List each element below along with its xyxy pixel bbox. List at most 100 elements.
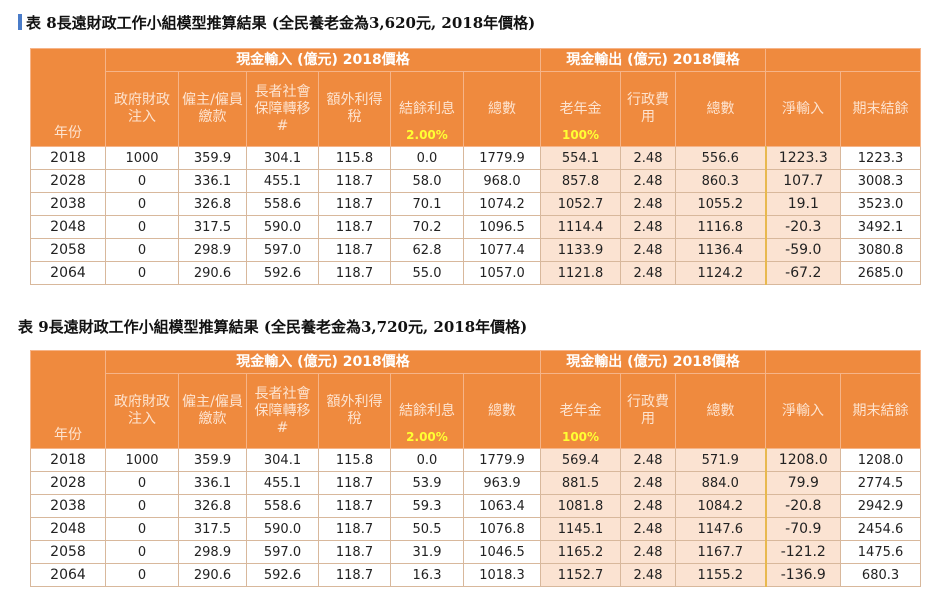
column-header: 年份 <box>30 350 106 449</box>
column-header: 總數 <box>462 71 542 147</box>
table-cell: 118.7 <box>318 563 391 587</box>
table-cell: 2028 <box>30 471 106 495</box>
table-cell: 2.48 <box>620 238 677 262</box>
table-cell: 1046.5 <box>462 540 542 564</box>
table-cell: 1779.9 <box>462 448 542 472</box>
table-cell: 290.6 <box>178 563 247 587</box>
column-label: 總數 <box>706 402 735 419</box>
table-cell: 590.0 <box>246 517 319 541</box>
table-cell: 1152.7 <box>540 563 622 587</box>
data-row: 2018 1000 359.9 304.1 115.8 0.0 1779.9 554.1 2.4… <box>30 146 922 170</box>
table-cell: 2.48 <box>620 517 677 541</box>
data-row: 2058 0 298.9 597.0 118.7 62.8 1077.4 1133.9 2.48… <box>30 238 922 262</box>
table-cell: 1779.9 <box>462 146 542 170</box>
table-cell: 881.5 <box>540 471 622 495</box>
table-cell: 455.1 <box>246 471 319 495</box>
table-cell: 2064 <box>30 563 106 587</box>
column-label: 期末結餘 <box>852 100 909 117</box>
table-cell: 963.9 <box>462 471 542 495</box>
column-label: 額外利得稅 <box>326 92 383 125</box>
column-header: 僱主/僱員 繳款 <box>178 373 247 449</box>
table-cell: 1074.2 <box>462 192 542 216</box>
table-cell: 59.3 <box>390 494 464 518</box>
column-label: 政府財政注入 <box>114 92 170 125</box>
table-cell: 326.8 <box>178 494 247 518</box>
table-cell: 115.8 <box>318 448 391 472</box>
table-cell: 1081.8 <box>540 494 622 518</box>
data-row: 2048 0 317.5 590.0 118.7 70.2 1096.5 1114.4 2.48… <box>30 215 922 239</box>
table-cell: 118.7 <box>318 494 391 518</box>
table-cell: 2685.0 <box>840 261 922 285</box>
table-cell: 58.0 <box>390 169 464 193</box>
table-cell: 70.1 <box>390 192 464 216</box>
column-label: 老年金 <box>559 100 602 117</box>
table-cell: 558.6 <box>246 192 319 216</box>
column-label: 額外利得稅 <box>326 394 383 427</box>
table-cell: 19.1 <box>764 192 842 216</box>
pension-rate: 100% <box>561 430 600 444</box>
table-cell: 359.9 <box>178 448 247 472</box>
table-cell: 0 <box>105 517 179 541</box>
table-cell: 455.1 <box>246 169 319 193</box>
table-cell: 317.5 <box>178 517 247 541</box>
data-row: 2028 0 336.1 455.1 118.7 53.9 963.9 881.5 2.48 88… <box>30 471 922 495</box>
table-cell: 1077.4 <box>462 238 542 262</box>
table-cell: 2058 <box>30 540 106 564</box>
column-label: 行政費用 <box>627 92 670 125</box>
column-header: 總數 <box>675 71 767 147</box>
column-label: 政府財政注入 <box>114 394 170 427</box>
table-cell: 2.48 <box>620 494 677 518</box>
table-cell: 0 <box>105 563 179 587</box>
table-cell: 2028 <box>30 169 106 193</box>
table-cell: 554.1 <box>540 146 622 170</box>
table-cell: 1057.0 <box>462 261 542 285</box>
table-cell: 2774.5 <box>840 471 922 495</box>
data-row: 2028 0 336.1 455.1 118.7 58.0 968.0 857.8 2.48 86… <box>30 169 922 193</box>
column-header: 年份 <box>30 48 106 147</box>
table-cell: 79.9 <box>764 471 842 495</box>
table-cell: 569.4 <box>540 448 622 472</box>
table-title: 表 9長遠財政工作小組模型推算結果 (全民養老金為3,720元, 2018年價格… <box>18 316 527 337</box>
table-cell: 298.9 <box>178 238 247 262</box>
table-cell: 571.9 <box>675 448 767 472</box>
table-cell: 1063.4 <box>462 494 542 518</box>
column-header: 結餘利息 2.00% <box>390 373 464 449</box>
column-label: 僱主/僱員 繳款 <box>182 394 243 427</box>
column-header: 期末結餘 <box>840 71 922 147</box>
column-header: 行政費用 <box>620 71 677 147</box>
table-cell: 1121.8 <box>540 261 622 285</box>
table-cell: 1116.8 <box>675 215 767 239</box>
table-cell: 1076.8 <box>462 517 542 541</box>
table-cell: -59.0 <box>764 238 842 262</box>
table-cell: 62.8 <box>390 238 464 262</box>
table-cell: 1167.7 <box>675 540 767 564</box>
group-header: 現金輸入 (億元) 2018價格 <box>104 48 542 72</box>
column-header: 長者社會保障轉移# <box>246 71 319 147</box>
table-cell: 1018.3 <box>462 563 542 587</box>
table-cell: 1136.4 <box>675 238 767 262</box>
table-cell: -67.2 <box>764 261 842 285</box>
table-cell: 2.48 <box>620 261 677 285</box>
table-cell: 2038 <box>30 494 106 518</box>
table-cell: 326.8 <box>178 192 247 216</box>
table-cell: 1208.0 <box>764 448 842 472</box>
table-cell: 2.48 <box>620 169 677 193</box>
table-cell: 359.9 <box>178 146 247 170</box>
group-header: 現金輸入 (億元) 2018價格 <box>104 350 542 374</box>
table-cell: 2048 <box>30 517 106 541</box>
data-row: 2038 0 326.8 558.6 118.7 59.3 1063.4 1081.8 2.48… <box>30 494 922 518</box>
column-header: 結餘利息 2.00% <box>390 71 464 147</box>
table-cell: 2058 <box>30 238 106 262</box>
table-cell: 118.7 <box>318 471 391 495</box>
table-cell: 118.7 <box>318 238 391 262</box>
table-cell: 2.48 <box>620 448 677 472</box>
table-cell: 597.0 <box>246 540 319 564</box>
column-label: 淨輸入 <box>782 100 825 117</box>
table-cell: 968.0 <box>462 169 542 193</box>
data-row: 2048 0 317.5 590.0 118.7 50.5 1076.8 1145.1 2.48… <box>30 517 922 541</box>
table-cell: 1114.4 <box>540 215 622 239</box>
column-label: 長者社會保障轉移# <box>254 385 311 436</box>
table-cell: 860.3 <box>675 169 767 193</box>
table-cell: 1000 <box>105 448 179 472</box>
